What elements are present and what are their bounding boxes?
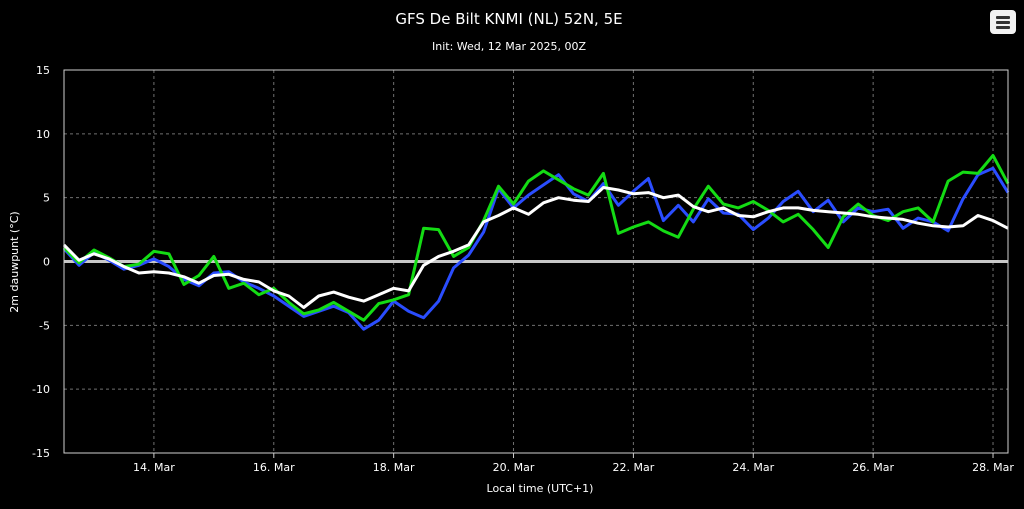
y-tick-label: -15	[32, 447, 50, 460]
x-axis-label: Local time (UTC+1)	[487, 482, 594, 495]
menu-icon-bar	[996, 21, 1010, 24]
chart-menu-button[interactable]	[990, 10, 1016, 34]
x-tick-label: 26. Mar	[852, 461, 894, 474]
mean-series-line	[62, 186, 1009, 309]
x-tick-label: 20. Mar	[493, 461, 535, 474]
plot-area: -15 -10 -5 0 5 10 15 14. Mar 16. Mar 18. Mar 20. M…	[32, 64, 1014, 474]
operational-series-line	[62, 154, 1010, 322]
chart-title: GFS De Bilt KNMI (NL) 52N, 5E	[395, 10, 622, 28]
x-tick-label: 24. Mar	[732, 461, 774, 474]
y-tick-label: 10	[36, 128, 50, 141]
plot-frame	[63, 69, 1009, 454]
x-tick-label: 22. Mar	[613, 461, 655, 474]
control-series-line	[62, 166, 1010, 331]
x-tick-label: 18. Mar	[373, 461, 415, 474]
y-axis-label: 2m dauwpunt (°C)	[8, 211, 21, 312]
menu-icon	[996, 16, 1010, 19]
chart-subtitle: Init: Wed, 12 Mar 2025, 00Z	[432, 40, 586, 53]
x-tick-label: 28. Mar	[972, 461, 1014, 474]
menu-icon-bar	[996, 26, 1010, 29]
x-tick-label: 16. Mar	[253, 461, 295, 474]
x-tick-label: 14. Mar	[133, 461, 175, 474]
y-tick-label: -5	[39, 319, 50, 332]
y-tick-label: -10	[32, 383, 50, 396]
y-tick-label: 15	[36, 64, 50, 77]
y-tick-label: 5	[43, 192, 50, 205]
y-tick-label: 0	[43, 256, 50, 269]
